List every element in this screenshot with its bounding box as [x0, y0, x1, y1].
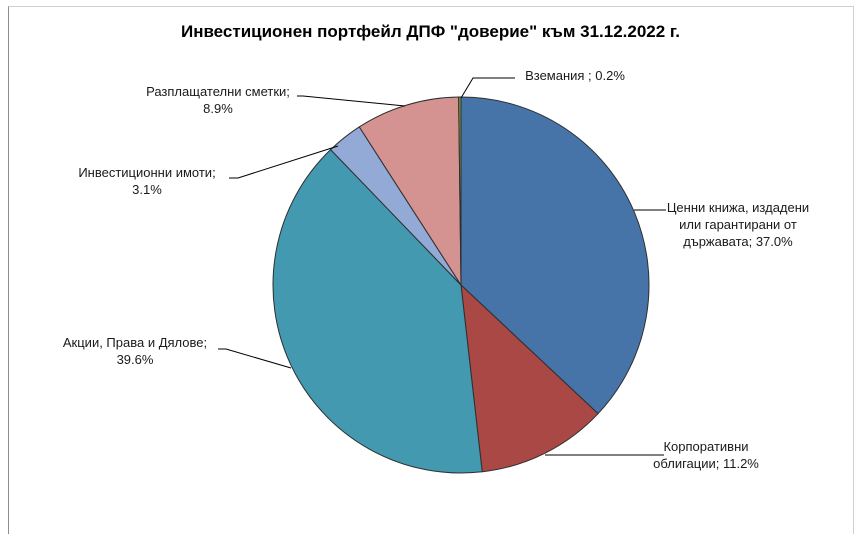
slice-label-3: Инвестиционни имоти; 3.1% [78, 165, 215, 197]
leader-line-3 [229, 145, 339, 179]
slice-label-4: Разплащателни сметки; 8.9% [146, 84, 290, 116]
slice-label-2: Акции, Права и Дялове; 39.6% [63, 335, 207, 367]
pie-slice-0 [460, 96, 650, 415]
slice-label-line: 3.1% [132, 182, 162, 197]
slice-label-line: 39.6% [117, 352, 154, 367]
slice-label-line: Акции, Права и Дялове; [63, 335, 207, 350]
slice-label-0: Ценни книжа, издадени или гарантирани от д… [667, 200, 809, 249]
slice-label-line: 8.9% [203, 101, 233, 116]
slice-label-line: Инвестиционни имоти; [78, 165, 215, 180]
pie-slice-1 [460, 283, 599, 473]
leader-line-5 [460, 77, 515, 99]
slice-label-line: Корпоративни [663, 439, 748, 454]
chart-title: Инвестиционен портфейл ДПФ "доверие" към… [180, 22, 681, 41]
pie-slice-4 [358, 96, 462, 287]
slice-label-line: облигации; 11.2% [653, 456, 759, 471]
slice-label-5: Вземания ; 0.2% [525, 68, 625, 83]
leader-line-2 [218, 348, 292, 369]
leader-line-4 [297, 95, 406, 107]
slice-label-1: Корпоративни облигации; 11.2% [653, 439, 759, 471]
slice-label-line: Вземания ; 0.2% [525, 68, 625, 83]
pie-slice-5 [458, 96, 462, 286]
slice-label-line: държавата; 37.0% [683, 234, 793, 249]
slice-label-line: или гарантирани от [679, 217, 797, 232]
pie-slice-2 [272, 148, 483, 474]
slice-label-line: Ценни книжа, издадени [667, 200, 809, 215]
slice-label-line: Разплащателни сметки; [146, 84, 290, 99]
